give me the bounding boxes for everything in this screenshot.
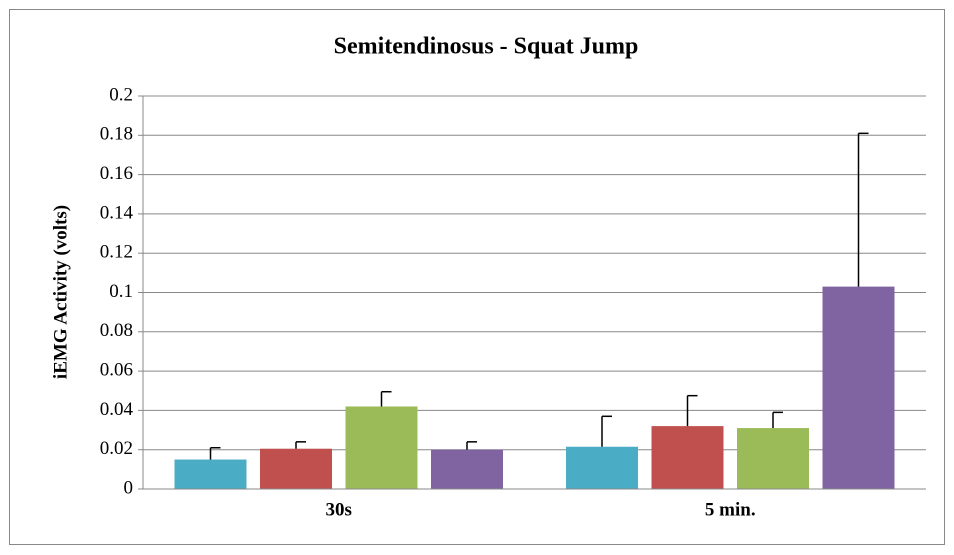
bar [651,426,724,489]
y-tick-label: 0.06 [100,359,133,380]
y-tick-label: 0.12 [100,242,133,263]
bar [431,449,503,489]
x-tick-label: 30s [326,499,352,520]
y-axis-label: iEMG Activity (volts) [50,205,71,379]
chart-title: Semitendinosus - Squat Jump [334,34,639,60]
y-tick-label: 0.02 [100,438,133,459]
bar [260,448,332,489]
y-tick-label: 0.14 [100,202,134,223]
bar [566,446,638,489]
y-tick-label: 0.2 [109,84,133,105]
bar [822,286,895,489]
y-tick-label: 0.1 [109,281,133,302]
bar [737,428,809,489]
y-tick-label: 0.08 [100,320,133,341]
bar [174,459,247,489]
y-tick-label: 0.18 [100,124,133,145]
y-tick-label: 0.16 [100,163,133,184]
x-tick-label: 5 min. [705,499,756,520]
y-tick-label: 0.04 [100,399,134,420]
bar [345,406,418,489]
y-tick-label: 0 [124,477,134,498]
